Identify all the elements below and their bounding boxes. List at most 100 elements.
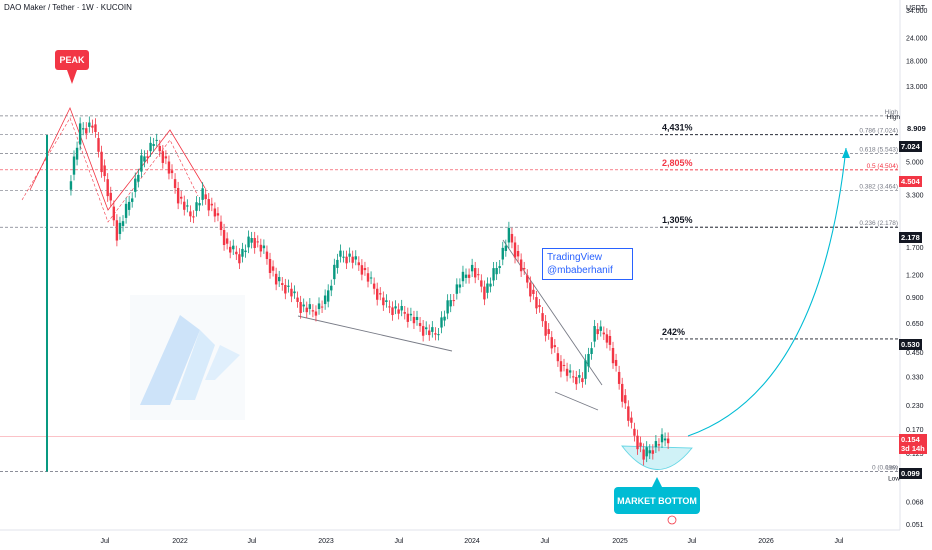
candle-body (648, 450, 651, 454)
author-watermark-box: TradingView @mbaberhanif (542, 248, 633, 280)
candle-body (360, 265, 364, 275)
candle-body (311, 310, 315, 312)
candle-body (477, 274, 480, 276)
candle-body (409, 313, 413, 316)
candle-body (532, 289, 535, 294)
candle-body (195, 202, 198, 211)
candle-body (290, 288, 293, 297)
candle-body (293, 291, 296, 294)
candle-body (489, 283, 492, 287)
candle-body (630, 417, 633, 423)
candle-body (176, 187, 180, 204)
candle-body (651, 450, 655, 454)
peak-arrow-icon (67, 70, 77, 84)
candle-body (78, 123, 82, 145)
watermark-logo (130, 295, 245, 420)
candle-body (645, 447, 648, 457)
projection-curve (687, 147, 847, 437)
candle-body (308, 304, 312, 309)
candle-body (284, 284, 287, 294)
candle-body (636, 435, 639, 450)
candle-body (461, 271, 465, 282)
candle-body (271, 266, 275, 271)
candle-body (425, 327, 428, 330)
candle-body (621, 383, 624, 402)
candle-body (581, 378, 584, 383)
candle-body (483, 286, 486, 300)
candle-body (556, 353, 560, 362)
candle-body (149, 142, 152, 152)
candle-body (446, 300, 449, 314)
last-price-tag: 0.154 3d 14h (899, 434, 927, 454)
fib-level-label: 0.5 (4.504) (867, 163, 898, 170)
y-tick-label: 0.330 (906, 374, 924, 381)
x-tick-label: Jul (101, 538, 110, 545)
candle-body (550, 337, 553, 349)
candle-body (372, 283, 376, 289)
candle-body (97, 138, 100, 152)
candle-body (559, 361, 563, 372)
candle-body (415, 316, 419, 320)
candle-body (421, 326, 425, 336)
candle-body (314, 311, 318, 316)
candle-body (342, 256, 345, 258)
candle-body (474, 268, 477, 278)
candle-body (348, 253, 351, 257)
target-percent-label: 2,805% (662, 158, 693, 168)
x-tick-label: 2022 (172, 538, 188, 545)
candle-bar (46, 134, 48, 472)
candle-body (437, 334, 440, 336)
fib-level-label: High (885, 109, 899, 116)
y-tick-label: 1.700 (906, 245, 924, 252)
candle-body (299, 301, 302, 313)
candle-body (152, 144, 155, 146)
candle-body (281, 283, 284, 285)
candle-body (587, 353, 590, 367)
candle-body (201, 188, 204, 200)
candle-body (198, 203, 201, 206)
market-bottom-arrow-icon (652, 477, 662, 487)
candle-body (366, 273, 370, 282)
x-tick-label: 2025 (612, 538, 628, 545)
candle-body (400, 305, 403, 311)
y-tick-label: 1.200 (906, 272, 924, 279)
candle-body (382, 297, 385, 306)
candle-body (467, 274, 471, 278)
candle-body (376, 288, 379, 300)
candle-body (75, 147, 79, 160)
y-tick-label: 24.000 (906, 36, 928, 43)
candle-body (513, 242, 517, 258)
candle-body (124, 203, 128, 218)
candle-body (100, 151, 103, 173)
candle-body (434, 333, 437, 335)
candle-body (189, 211, 192, 217)
candle-body (118, 222, 122, 234)
candle-body (568, 370, 572, 373)
candle-body (170, 170, 174, 174)
candle-body (219, 221, 223, 231)
candle-body (654, 441, 658, 448)
fib-level-label: Low (886, 465, 898, 472)
fib-level-label: 0.786 (7.024) (859, 128, 898, 135)
y-tick-label: 0.125 (906, 451, 924, 458)
candle-body (470, 264, 474, 272)
y-tick-label: 34.000 (906, 8, 928, 15)
candle-body (259, 244, 263, 252)
candle-body (611, 347, 615, 364)
candle-body (602, 332, 606, 335)
candle-body (507, 227, 511, 243)
candle-body (186, 205, 189, 207)
candle-body (480, 280, 483, 287)
candle-body (357, 262, 361, 266)
candle-body (642, 449, 645, 460)
y-tick-label: 0.650 (906, 321, 924, 328)
y-tick-label: 0.051 (906, 522, 924, 529)
candle-body (320, 306, 324, 308)
candle-body (167, 161, 171, 174)
candle-body (305, 307, 308, 313)
candle-body (627, 406, 630, 421)
candle-body (140, 155, 143, 172)
candle-body (538, 305, 541, 308)
candle-body (155, 139, 158, 141)
